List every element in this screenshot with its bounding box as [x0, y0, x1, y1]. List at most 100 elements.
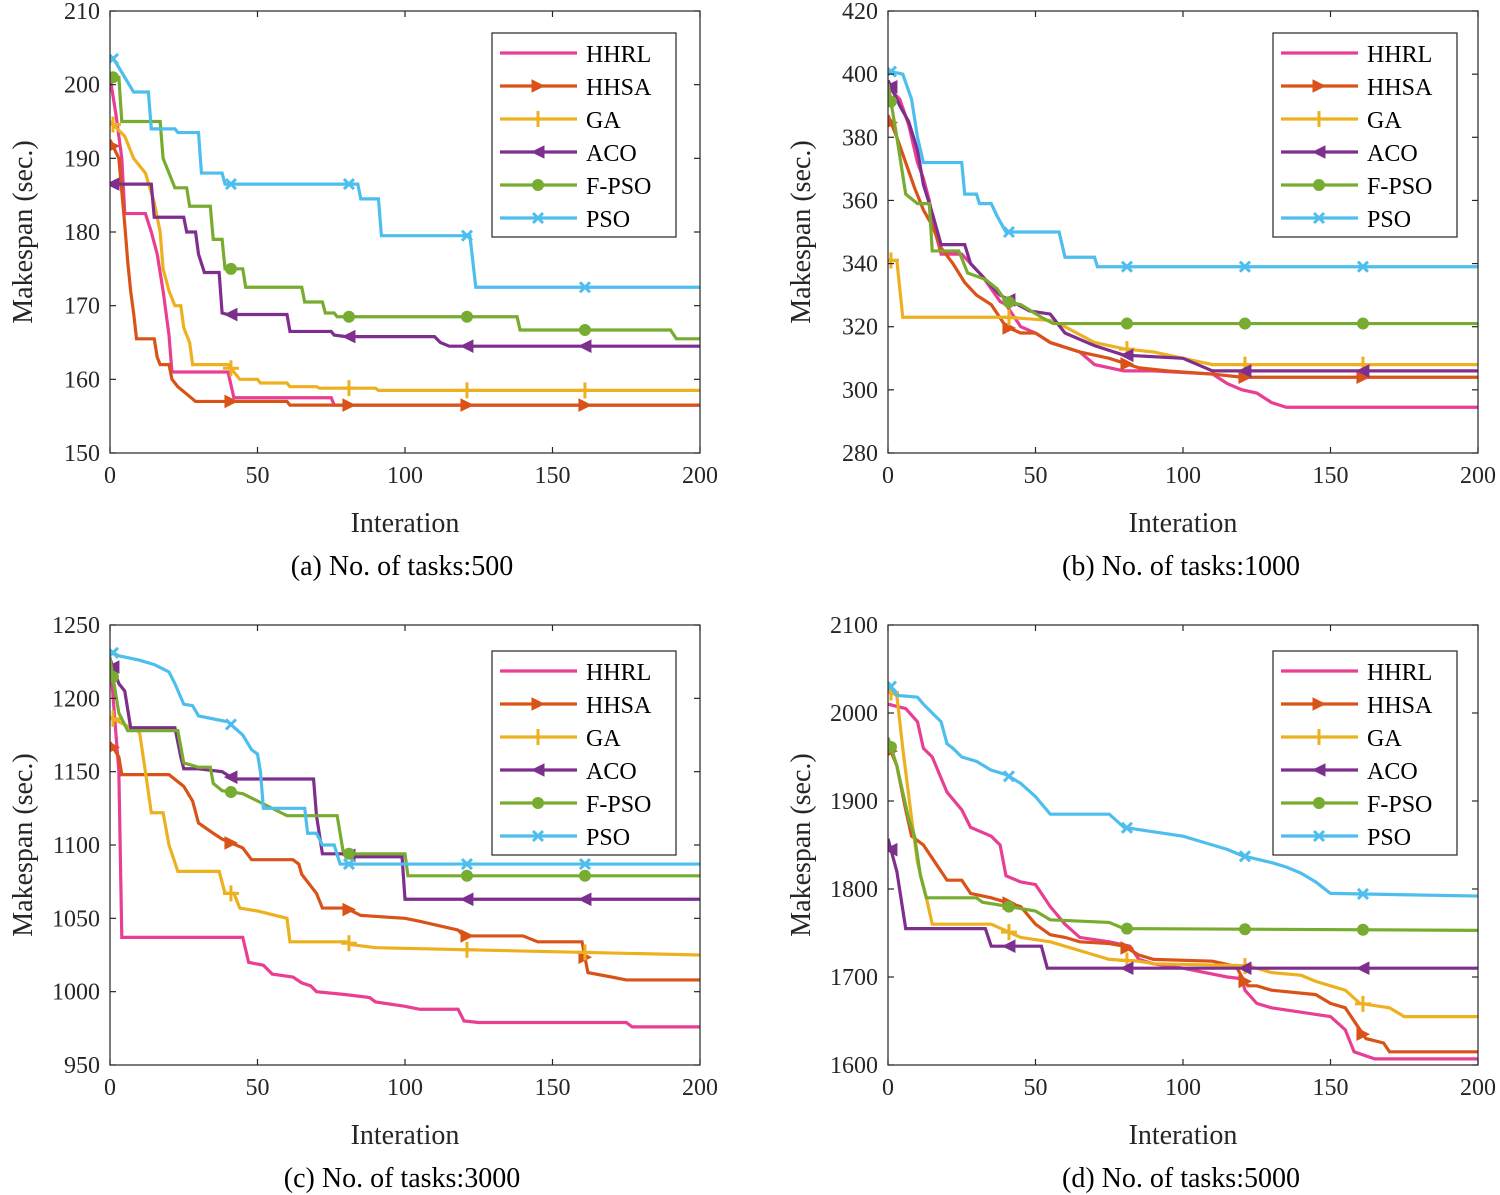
legend-marker	[530, 729, 546, 745]
data-point-hhsa	[110, 742, 121, 753]
data-point-aco	[577, 892, 592, 907]
series-hhrl	[110, 77, 700, 407]
y-tick-label: 420	[842, 0, 878, 25]
data-point-f-pso	[1002, 296, 1015, 309]
legend-marker	[1312, 79, 1327, 93]
series-line-aco	[110, 182, 700, 348]
data-point-pso	[1002, 770, 1016, 783]
x-axis-label: Interation	[1129, 508, 1238, 539]
legend-marker	[530, 763, 545, 777]
legend-entry-hhsa: HHSA	[500, 75, 652, 101]
legend-label: GA	[586, 726, 621, 752]
y-tick-label: 150	[64, 441, 100, 467]
legend-label: HHSA	[1367, 75, 1433, 101]
data-point-f-pso	[1238, 317, 1251, 330]
series-hhsa	[110, 741, 700, 982]
data-point-pso	[342, 858, 356, 871]
legend-marker	[1311, 763, 1326, 777]
data-point-aco	[341, 329, 356, 344]
x-tick-label: 50	[1024, 1075, 1048, 1101]
series-pso	[888, 680, 1478, 901]
data-point-aco	[1237, 961, 1252, 976]
y-tick-label: 210	[64, 0, 100, 25]
legend-marker	[531, 829, 545, 843]
panel-caption: (d) No. of tasks:5000	[1062, 1163, 1300, 1194]
data-point-pso	[888, 680, 898, 693]
legend: HHRL HHSA GA ACO F-PSO PSO	[1272, 650, 1458, 856]
legend-entry-f-pso: F-PSO	[500, 792, 651, 818]
y-tick-label: 300	[842, 378, 878, 404]
y-axis-label: Makespan (sec.)	[786, 753, 817, 936]
data-point-ga	[458, 941, 475, 958]
panel-caption: (a) No. of tasks:500	[291, 551, 513, 582]
data-point-f-pso	[888, 95, 897, 108]
series-pso	[110, 646, 700, 871]
y-tick-label: 170	[64, 294, 100, 320]
data-point-ga	[1000, 924, 1017, 941]
series-line-f-pso	[888, 737, 1478, 932]
legend-marker	[531, 697, 546, 711]
x-tick-label: 200	[682, 463, 718, 489]
legend-entry-aco: ACO	[500, 759, 637, 785]
chart-panel-2: 0 50 100 150 200 280 300 320 340 360 380 400 420 Inte…	[786, 0, 1496, 582]
y-tick-label: 1800	[830, 877, 878, 903]
data-point-hhsa	[1356, 1027, 1371, 1042]
data-point-pso	[578, 281, 592, 294]
legend-entry-pso: PSO	[1281, 207, 1411, 233]
data-point-ga	[340, 380, 357, 397]
legend: HHRL HHSA GA ACO F-PSO PSO	[491, 32, 677, 238]
legend-marker	[1313, 797, 1325, 809]
legend-label: ACO	[586, 141, 637, 167]
y-tick-label: 1050	[52, 906, 100, 932]
data-point-aco	[1355, 961, 1370, 976]
x-tick-label: 50	[1024, 463, 1048, 489]
panel-caption: (b) No. of tasks:1000	[1062, 551, 1300, 582]
data-point-f-pso	[578, 869, 591, 882]
series-line-hhsa	[110, 741, 700, 982]
data-point-f-pso	[342, 847, 355, 860]
data-point-f-pso	[1002, 900, 1015, 913]
data-point-f-pso	[1120, 922, 1133, 935]
legend-entry-ga: GA	[500, 108, 621, 134]
y-tick-label: 1900	[830, 789, 878, 815]
y-tick-label: 1250	[52, 613, 100, 639]
legend-marker	[1312, 829, 1326, 843]
x-tick-label: 100	[387, 1075, 423, 1101]
y-tick-label: 400	[842, 62, 878, 88]
legend-marker	[531, 79, 546, 93]
legend-label: HHRL	[586, 660, 651, 686]
x-axis-label: Interation	[351, 1120, 460, 1151]
x-tick-label: 0	[882, 463, 894, 489]
legend-label: HHSA	[586, 693, 652, 719]
y-tick-label: 1000	[52, 980, 100, 1006]
legend-entry-f-pso: F-PSO	[500, 174, 651, 200]
data-point-f-pso	[888, 741, 897, 754]
y-tick-label: 180	[64, 220, 100, 246]
x-tick-label: 50	[246, 1075, 270, 1101]
series-ga	[110, 710, 700, 961]
data-point-aco	[1001, 939, 1016, 954]
legend-marker	[530, 111, 546, 127]
legend-entry-pso: PSO	[500, 825, 630, 851]
data-point-pso	[342, 178, 356, 191]
y-axis-label: Makespan (sec.)	[8, 753, 39, 936]
y-tick-label: 1200	[52, 686, 100, 712]
data-point-pso	[110, 52, 120, 65]
series-pso	[888, 65, 1478, 273]
legend-marker	[1311, 729, 1327, 745]
panel-caption: (c) No. of tasks:3000	[284, 1163, 520, 1194]
x-tick-label: 100	[1165, 463, 1201, 489]
data-point-aco	[223, 770, 238, 784]
data-point-pso	[1120, 821, 1134, 834]
data-point-ga	[110, 116, 121, 133]
series-hhsa	[110, 139, 700, 412]
data-point-pso	[578, 858, 592, 871]
data-point-hhsa	[460, 929, 475, 943]
legend-label: HHRL	[1367, 42, 1432, 68]
series-hhsa	[888, 743, 1478, 1054]
data-point-aco	[577, 339, 592, 353]
series-line-hhrl	[110, 657, 700, 1029]
data-point-ga	[110, 710, 121, 727]
data-point-hhsa	[342, 902, 357, 917]
legend-label: GA	[1367, 726, 1402, 752]
